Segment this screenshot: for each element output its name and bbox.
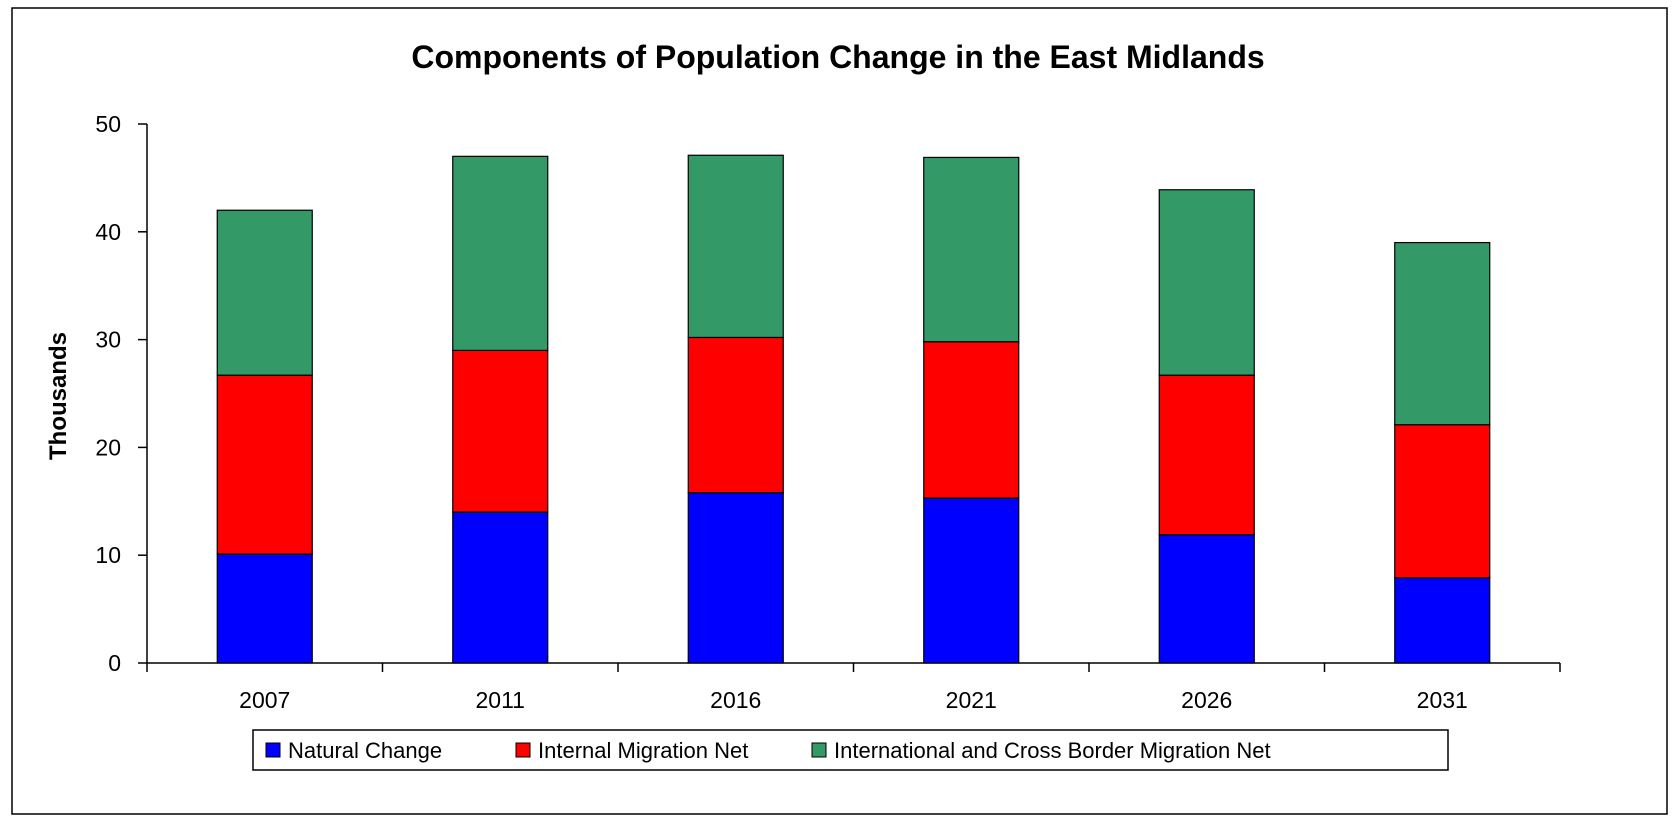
bar-segment-international-migration — [923, 156, 1020, 343]
bar-segment-international-migration — [216, 209, 313, 376]
legend-label: Natural Change — [288, 738, 442, 763]
x-tick-label: 2021 — [946, 687, 997, 713]
x-tick-label: 2016 — [710, 687, 761, 713]
bar-segment-internal-migration — [923, 341, 1020, 499]
y-tick-label: 20 — [95, 434, 121, 460]
bar-segment-international-migration — [1394, 241, 1491, 426]
legend-box — [252, 729, 1449, 771]
legend-label: International and Cross Border Migration… — [834, 738, 1271, 763]
bar-segment-internal-migration — [1394, 424, 1491, 579]
y-tick-label: 40 — [95, 219, 121, 245]
y-tick-label: 0 — [108, 650, 121, 676]
x-tick-label: 2011 — [476, 687, 525, 713]
y-tick-label: 50 — [95, 111, 121, 137]
bar-segment-international-migration — [687, 154, 784, 339]
legend-swatch — [515, 742, 531, 758]
bar-segment-natural-change — [1158, 534, 1255, 664]
bar-segment-natural-change — [452, 511, 549, 664]
x-axis: 2007 2011 2016 2021 2026 2031 — [146, 662, 1561, 713]
bars-group — [216, 154, 1491, 664]
bar-segment-internal-migration — [687, 336, 784, 494]
y-axis: 0 10 20 30 40 50 — [95, 111, 148, 676]
bar-segment-internal-migration — [452, 349, 549, 513]
x-tick-label: 2007 — [239, 687, 290, 713]
y-tick-label: 30 — [95, 327, 121, 353]
legend: Natural Change Internal Migration Net Inte… — [252, 729, 1449, 771]
legend-label: Internal Migration Net — [538, 738, 748, 763]
bar-segment-international-migration — [452, 155, 549, 351]
bar-segment-internal-migration — [216, 374, 313, 555]
bar-segment-natural-change — [1394, 577, 1491, 664]
x-tick-label: 2026 — [1181, 687, 1232, 713]
y-axis-label: Thousands — [45, 332, 72, 460]
x-tick-label: 2031 — [1417, 687, 1468, 713]
legend-swatch — [811, 742, 827, 758]
bar-segment-internal-migration — [1158, 374, 1255, 536]
bar-segment-natural-change — [216, 553, 313, 664]
bar-segment-natural-change — [923, 497, 1020, 664]
y-tick-label: 10 — [95, 542, 121, 568]
bar-segment-natural-change — [687, 492, 784, 664]
chart-title: Components of Population Change in the E… — [411, 39, 1264, 75]
legend-swatch — [265, 742, 281, 758]
bar-segment-international-migration — [1158, 189, 1255, 376]
